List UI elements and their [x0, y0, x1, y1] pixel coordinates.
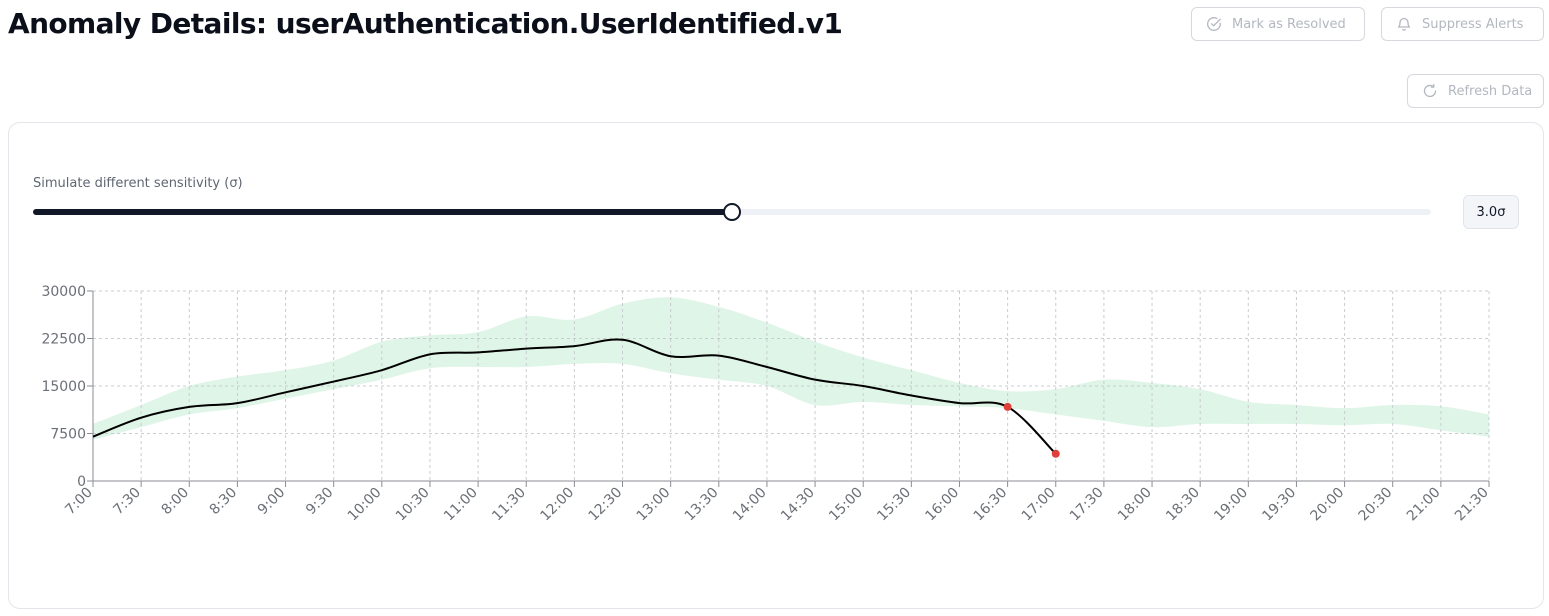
x-tick-label: 15:00: [826, 485, 866, 525]
x-tick-label: 11:00: [441, 485, 481, 525]
x-tick-label: 12:30: [585, 485, 625, 525]
x-tick-label: 7:00: [62, 485, 96, 519]
x-tick-label: 19:30: [1259, 485, 1299, 525]
x-tick-label: 13:00: [634, 485, 674, 525]
bell-icon: [1397, 17, 1411, 31]
x-tick-label: 8:30: [207, 485, 241, 519]
x-tick-label: 8:00: [159, 485, 193, 519]
x-tick-label: 17:00: [1019, 485, 1059, 525]
sensitivity-label: Simulate different sensitivity (σ): [33, 176, 243, 191]
x-tick-label: 14:30: [778, 485, 818, 525]
x-tick-label: 13:30: [682, 485, 722, 525]
x-tick-label: 10:00: [345, 485, 385, 525]
x-tick-label: 10:30: [393, 485, 433, 525]
x-tick-label: 19:00: [1211, 485, 1251, 525]
sensitivity-slider[interactable]: [33, 203, 1431, 221]
y-tick-label: 30000: [41, 284, 86, 300]
y-tick-label: 22500: [41, 332, 86, 348]
x-tick-label: 9:00: [255, 485, 289, 519]
x-tick-label: 15:30: [874, 485, 914, 525]
anomaly-point: [1051, 449, 1060, 458]
x-tick-label: 20:30: [1356, 485, 1396, 525]
x-tick-label: 18:30: [1163, 485, 1203, 525]
sensitivity-value-badge: 3.0σ: [1463, 195, 1519, 229]
x-tick-label: 18:00: [1115, 485, 1155, 525]
x-tick-label: 20:00: [1308, 485, 1348, 525]
x-tick-label: 12:00: [537, 485, 577, 525]
check-circle-icon: [1206, 17, 1221, 31]
sensitivity-slider-thumb[interactable]: [723, 203, 741, 221]
x-tick-label: 9:30: [303, 485, 337, 519]
x-tick-label: 16:00: [922, 485, 962, 525]
x-tick-label: 16:30: [971, 485, 1011, 525]
page-title: Anomaly Details: userAuthentication.User…: [8, 7, 843, 40]
confidence-band: [93, 297, 1489, 440]
anomaly-point: [1003, 402, 1012, 411]
suppress-alerts-label: Suppress Alerts: [1422, 16, 1524, 32]
suppress-alerts-button[interactable]: Suppress Alerts: [1381, 7, 1544, 41]
x-tick-label: 11:30: [489, 485, 529, 525]
x-tick-label: 7:30: [110, 485, 144, 519]
x-tick-label: 21:30: [1452, 485, 1492, 525]
mark-as-resolved-button[interactable]: Mark as Resolved: [1191, 7, 1365, 41]
refresh-icon: [1423, 83, 1437, 98]
y-tick-label: 7500: [50, 427, 86, 443]
mark-as-resolved-label: Mark as Resolved: [1232, 16, 1346, 32]
x-tick-label: 17:30: [1067, 485, 1107, 525]
refresh-data-label: Refresh Data: [1448, 83, 1533, 99]
y-tick-label: 15000: [41, 379, 86, 395]
x-tick-label: 14:00: [730, 485, 770, 525]
series-line: [92, 338, 1057, 455]
y-tick-label: 0: [77, 474, 86, 490]
sensitivity-slider-fill: [33, 209, 732, 215]
x-tick-label: 21:00: [1404, 485, 1444, 525]
refresh-data-button[interactable]: Refresh Data: [1407, 74, 1544, 108]
